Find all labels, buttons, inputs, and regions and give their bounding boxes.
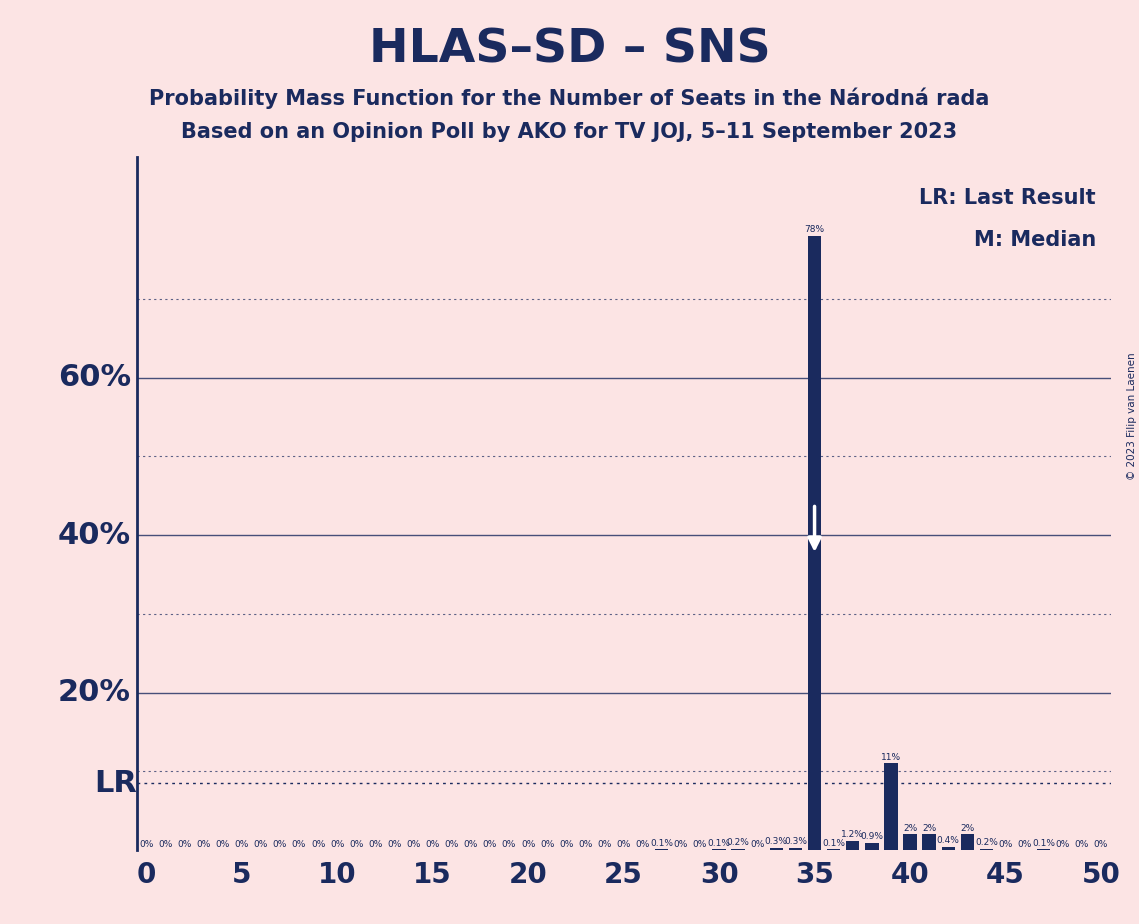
Bar: [789, 847, 802, 850]
Text: 0%: 0%: [426, 840, 440, 848]
Text: 0.9%: 0.9%: [860, 833, 884, 842]
Text: 2%: 2%: [903, 824, 917, 833]
Text: 0%: 0%: [998, 840, 1013, 848]
Text: 0%: 0%: [673, 840, 688, 848]
Text: 0%: 0%: [1075, 840, 1089, 848]
Text: 2%: 2%: [921, 824, 936, 833]
Text: 0%: 0%: [464, 840, 478, 848]
Bar: [980, 848, 993, 850]
Text: 1.2%: 1.2%: [842, 830, 865, 839]
Bar: [960, 834, 974, 850]
Text: 0.1%: 0.1%: [707, 839, 730, 847]
Text: 0%: 0%: [693, 840, 707, 848]
Text: 0%: 0%: [407, 840, 420, 848]
Text: 40%: 40%: [58, 520, 131, 550]
Text: 0%: 0%: [444, 840, 459, 848]
Text: 2%: 2%: [960, 824, 975, 833]
Text: 0%: 0%: [597, 840, 612, 848]
Text: M: Median: M: Median: [974, 230, 1096, 249]
Text: 0%: 0%: [387, 840, 402, 848]
Text: 60%: 60%: [58, 363, 131, 392]
Text: 0.2%: 0.2%: [727, 838, 749, 847]
Text: 0%: 0%: [559, 840, 574, 848]
Text: 0.2%: 0.2%: [975, 838, 998, 847]
Text: LR: Last Result: LR: Last Result: [919, 188, 1096, 208]
Text: 0%: 0%: [521, 840, 535, 848]
Text: 0%: 0%: [178, 840, 191, 848]
Text: 0%: 0%: [1017, 840, 1032, 848]
Bar: [866, 843, 878, 850]
Text: 0%: 0%: [196, 840, 211, 848]
Text: 0%: 0%: [349, 840, 363, 848]
Text: 0.3%: 0.3%: [765, 837, 788, 846]
Bar: [903, 834, 917, 850]
Text: 0%: 0%: [158, 840, 172, 848]
Text: 20%: 20%: [58, 678, 131, 707]
Text: 0%: 0%: [1056, 840, 1070, 848]
Text: 0%: 0%: [139, 840, 154, 848]
Text: 0%: 0%: [292, 840, 306, 848]
Text: 0%: 0%: [616, 840, 631, 848]
Text: Probability Mass Function for the Number of Seats in the Národná rada: Probability Mass Function for the Number…: [149, 88, 990, 109]
Text: 0%: 0%: [272, 840, 287, 848]
Text: 0%: 0%: [502, 840, 516, 848]
Text: 0%: 0%: [215, 840, 230, 848]
Text: 0%: 0%: [330, 840, 344, 848]
Bar: [942, 847, 954, 850]
Text: 0.1%: 0.1%: [650, 839, 673, 847]
Text: 0.3%: 0.3%: [784, 837, 806, 846]
Text: 0%: 0%: [751, 840, 764, 848]
Text: 78%: 78%: [804, 225, 825, 235]
Text: 0%: 0%: [254, 840, 268, 848]
Bar: [846, 841, 860, 850]
Text: 0.1%: 0.1%: [1032, 839, 1055, 847]
Text: © 2023 Filip van Laenen: © 2023 Filip van Laenen: [1126, 352, 1137, 480]
Text: 0%: 0%: [483, 840, 497, 848]
Bar: [884, 763, 898, 850]
Bar: [731, 848, 745, 850]
Bar: [923, 834, 936, 850]
Bar: [770, 847, 782, 850]
Text: 0%: 0%: [1093, 840, 1108, 848]
Text: 11%: 11%: [880, 753, 901, 762]
Text: 0.4%: 0.4%: [936, 836, 960, 845]
Text: 0%: 0%: [579, 840, 592, 848]
Text: 0%: 0%: [540, 840, 555, 848]
Text: 0.1%: 0.1%: [822, 839, 845, 847]
Text: Based on an Opinion Poll by AKO for TV JOJ, 5–11 September 2023: Based on an Opinion Poll by AKO for TV J…: [181, 122, 958, 142]
Text: LR: LR: [93, 769, 137, 797]
Text: HLAS–SD – SNS: HLAS–SD – SNS: [369, 28, 770, 73]
Text: 0%: 0%: [368, 840, 383, 848]
Text: 0%: 0%: [235, 840, 249, 848]
Bar: [808, 236, 821, 850]
Text: 0%: 0%: [311, 840, 326, 848]
Text: 0%: 0%: [636, 840, 650, 848]
